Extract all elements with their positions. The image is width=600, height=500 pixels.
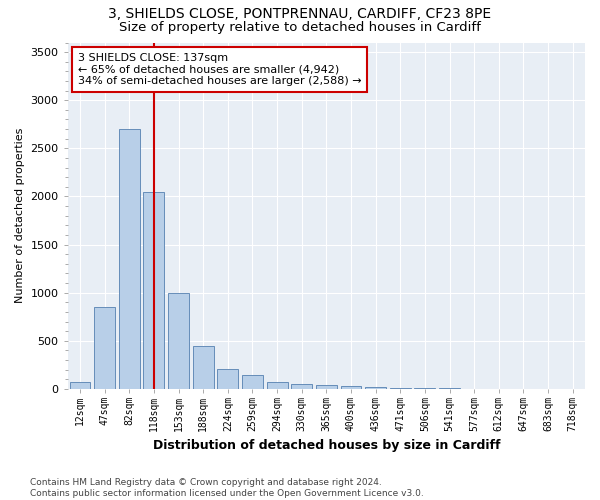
Bar bbox=[94, 307, 115, 389]
Bar bbox=[316, 384, 337, 389]
Bar bbox=[119, 129, 140, 389]
Text: Contains HM Land Registry data © Crown copyright and database right 2024.
Contai: Contains HM Land Registry data © Crown c… bbox=[30, 478, 424, 498]
Bar bbox=[341, 386, 361, 389]
Bar bbox=[242, 376, 263, 389]
Bar bbox=[365, 387, 386, 389]
Bar bbox=[168, 292, 189, 389]
Text: 3, SHIELDS CLOSE, PONTPRENNAU, CARDIFF, CF23 8PE: 3, SHIELDS CLOSE, PONTPRENNAU, CARDIFF, … bbox=[109, 8, 491, 22]
Text: Size of property relative to detached houses in Cardiff: Size of property relative to detached ho… bbox=[119, 21, 481, 34]
Bar bbox=[291, 384, 312, 389]
Bar bbox=[266, 382, 287, 389]
Bar bbox=[217, 369, 238, 389]
Bar bbox=[70, 382, 91, 389]
Bar bbox=[390, 388, 411, 389]
Bar bbox=[415, 388, 436, 389]
Bar bbox=[193, 346, 214, 389]
Bar bbox=[143, 192, 164, 389]
X-axis label: Distribution of detached houses by size in Cardiff: Distribution of detached houses by size … bbox=[152, 440, 500, 452]
Text: 3 SHIELDS CLOSE: 137sqm
← 65% of detached houses are smaller (4,942)
34% of semi: 3 SHIELDS CLOSE: 137sqm ← 65% of detache… bbox=[78, 53, 362, 86]
Y-axis label: Number of detached properties: Number of detached properties bbox=[15, 128, 25, 304]
